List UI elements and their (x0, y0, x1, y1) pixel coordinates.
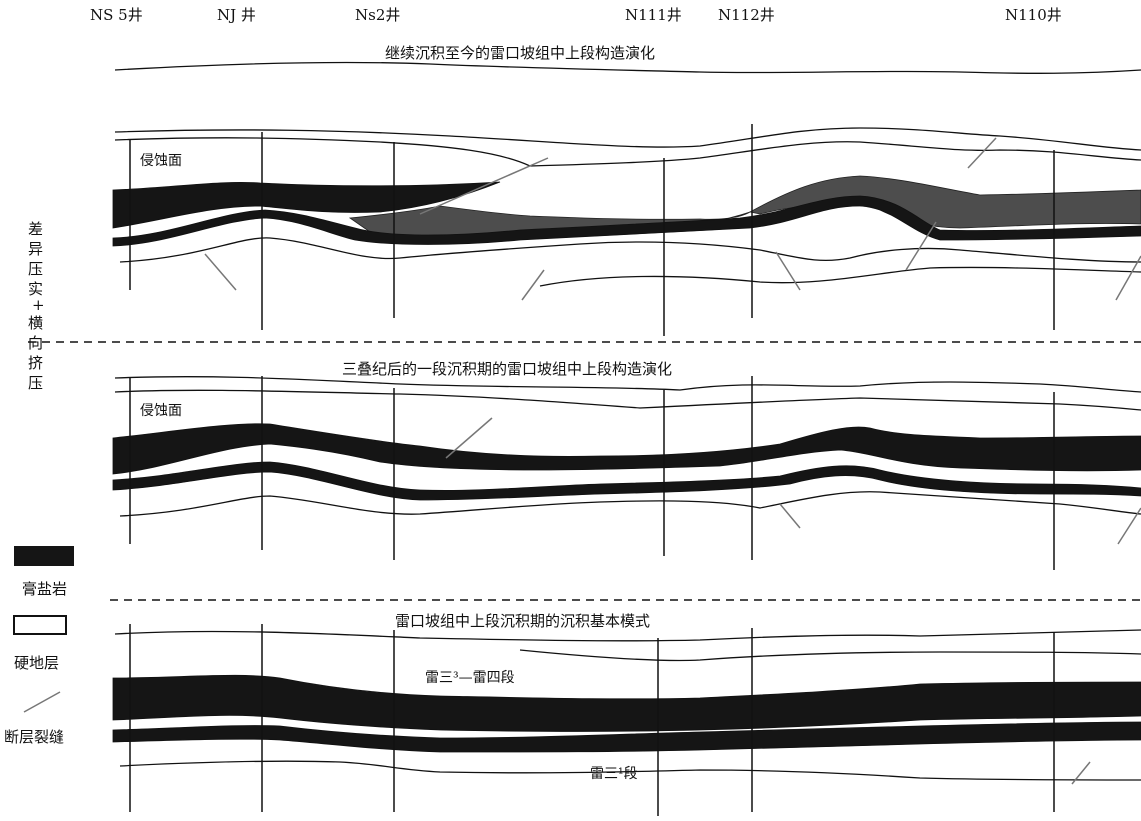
panel-3: 雷口坡组中上段沉积期的沉积基本模式 雷三³—雷四段 雷三¹段 (112, 612, 1141, 785)
panel-2-fault-3 (1117, 507, 1141, 545)
panel-1-fault-1 (419, 157, 549, 215)
panel-3-top-line (114, 629, 1141, 642)
well-label-ns2: Ns2井 (355, 6, 400, 24)
panel-1-upper-line (114, 137, 1141, 167)
panel-2: 三叠纪后的一段沉积期的雷口坡组中上段构造演化 侵蚀面 (112, 360, 1141, 545)
panel-3-salt-thin (112, 721, 1141, 753)
side-label-char: 横 (28, 314, 43, 332)
panel-3-title: 雷口坡组中上段沉积期的沉积基本模式 (395, 612, 650, 630)
panel-1-salt-thin (112, 195, 1141, 247)
panel-3-salt-main (112, 674, 1141, 732)
legend: 膏盐岩 硬地层 断层裂缝 (4, 546, 74, 746)
side-label-char: 异 (28, 240, 43, 258)
panel-2-lower-line (119, 491, 1141, 517)
panel-2-top-line (114, 376, 1141, 393)
side-label-char: 挤 (28, 354, 43, 372)
side-label-char: 向 (28, 334, 43, 352)
panel-1: 继续沉积至今的雷口坡组中上段构造演化 侵蚀面 (112, 44, 1141, 301)
well-label-ns5: NS 5井 (90, 6, 143, 24)
panel-1-surface-line (114, 61, 1141, 74)
panel-1-fault-6 (775, 251, 801, 291)
legend-swatch-hard (13, 615, 67, 635)
legend-swatch-salt (14, 546, 74, 566)
panel-1-base-line (539, 266, 1141, 287)
panel-1-title: 继续沉积至今的雷口坡组中上段构造演化 (385, 44, 655, 62)
legend-label-hard: 硬地层 (14, 654, 59, 672)
side-label-char: 压 (28, 374, 43, 392)
well-lines (129, 124, 1055, 816)
panel-3-unit-lower: 雷三¹段 (590, 766, 638, 782)
panel-1-erosion-label: 侵蚀面 (140, 152, 182, 169)
well-labels: NS 5井 NJ 井 Ns2井 N111井 N112井 N110井 (90, 6, 1062, 24)
well-label-n112: N112井 (718, 6, 775, 24)
panel-2-title: 三叠纪后的一段沉积期的雷口坡组中上段构造演化 (342, 360, 672, 378)
panel-2-salt-thin (112, 461, 1141, 501)
panel-1-fault-4 (204, 253, 237, 291)
side-label-char: 实 (28, 280, 43, 298)
panel-3-fault-1 (1071, 761, 1091, 785)
legend-swatch-fault (23, 691, 61, 713)
panel-1-salt-grey-right (748, 175, 1141, 229)
panel-1-fault-7 (1115, 255, 1141, 301)
panel-3-upper-line (519, 649, 1141, 662)
panel-1-fault-5 (521, 269, 545, 301)
panel-1-top-line (114, 127, 1141, 151)
legend-label-salt: 膏盐岩 (22, 580, 67, 598)
panel-1-fault-3 (905, 221, 937, 271)
panel-2-fault-2 (779, 503, 801, 529)
well-label-n110: N110井 (1005, 6, 1062, 24)
side-label-char: + (32, 296, 45, 314)
panel-2-fault-1 (445, 417, 493, 459)
side-label-char: 压 (28, 260, 43, 278)
side-label: 差 异 压 实 + 横 向 挤 压 (28, 220, 45, 392)
panel-1-lower-line (119, 237, 1141, 263)
panel-2-erosion-label: 侵蚀面 (140, 402, 182, 419)
legend-label-fault: 断层裂缝 (4, 728, 64, 746)
panel-1-fault-2 (967, 137, 997, 169)
panel-3-lower-line (119, 760, 1141, 781)
side-label-char: 差 (28, 220, 43, 238)
panel-3-unit-upper: 雷三³—雷四段 (425, 670, 515, 686)
well-label-n111: N111井 (625, 6, 682, 24)
well-label-nj: NJ 井 (217, 6, 256, 24)
panel-2-upper-line (114, 389, 1141, 411)
